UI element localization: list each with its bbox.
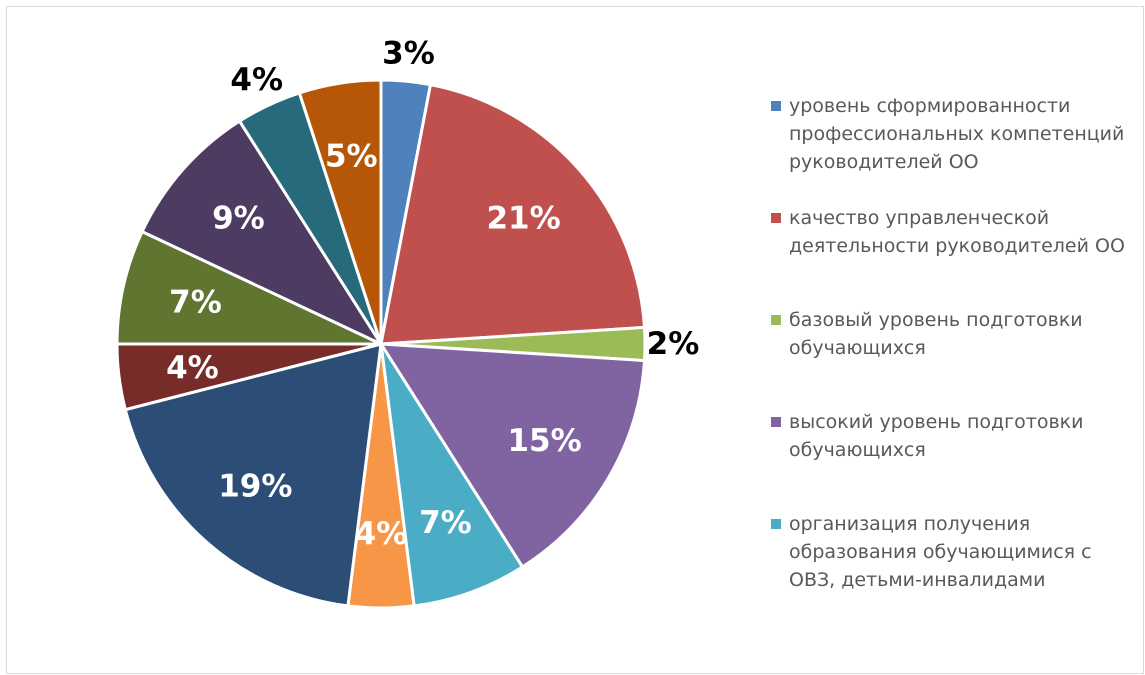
legend: уровень сформированности профессиональны… [771, 92, 1141, 594]
pie-data-label-4: 15% [507, 423, 581, 459]
pie-data-label-12: 5% [325, 138, 378, 174]
legend-swatch-4 [771, 417, 781, 427]
legend-item-2: качество управленческой деятельности рук… [771, 204, 1141, 306]
pie-slice-2 [379, 83, 646, 346]
pie-slice-10 [140, 119, 383, 346]
pie-data-labels: 3% 21% 2% 15% 7% 4% 19% 4% 7% 9% 4% 5% [166, 35, 699, 552]
legend-item-1: уровень сформированности профессиональны… [771, 92, 1141, 204]
legend-label-3: базовый уровень подготовки обучающихся [789, 309, 1083, 359]
legend-label-1: уровень сформированности профессиональны… [789, 95, 1125, 173]
legend-item-4: высокий уровень подготовки обучающихся [771, 408, 1141, 510]
pie-slices [115, 78, 647, 610]
pie-slice-7 [123, 342, 383, 608]
legend-item-3: базовый уровень подготовки обучающихся [771, 306, 1141, 408]
pie-data-label-11: 4% [230, 62, 283, 98]
pie-data-label-10: 9% [212, 200, 265, 236]
legend-swatch-3 [771, 315, 781, 325]
pie-data-label-8: 4% [166, 350, 219, 386]
pie-data-label-7: 19% [218, 469, 292, 505]
pie-data-label-6: 4% [355, 516, 408, 552]
legend-item-5: организация получения образования обучаю… [771, 510, 1141, 594]
legend-swatch-2 [771, 213, 781, 223]
pie-data-label-5: 7% [419, 505, 472, 541]
pie-slice-5 [379, 342, 524, 608]
legend-label-2: качество управленческой деятельности рук… [789, 207, 1125, 257]
legend-swatch-5 [771, 519, 781, 529]
legend-label-4: высокий уровень подготовки обучающихся [789, 411, 1084, 461]
pie-data-label-3: 2% [647, 326, 700, 362]
pie-data-label-1: 3% [382, 35, 435, 71]
legend-swatch-1 [771, 101, 781, 111]
pie-slice-9 [115, 230, 383, 346]
legend-label-5: организация получения образования обучаю… [789, 513, 1092, 591]
pie-slice-12 [297, 78, 383, 346]
pie-data-label-9: 7% [169, 285, 222, 321]
pie-data-label-2: 21% [486, 200, 560, 236]
pie-slice-4 [379, 342, 646, 569]
